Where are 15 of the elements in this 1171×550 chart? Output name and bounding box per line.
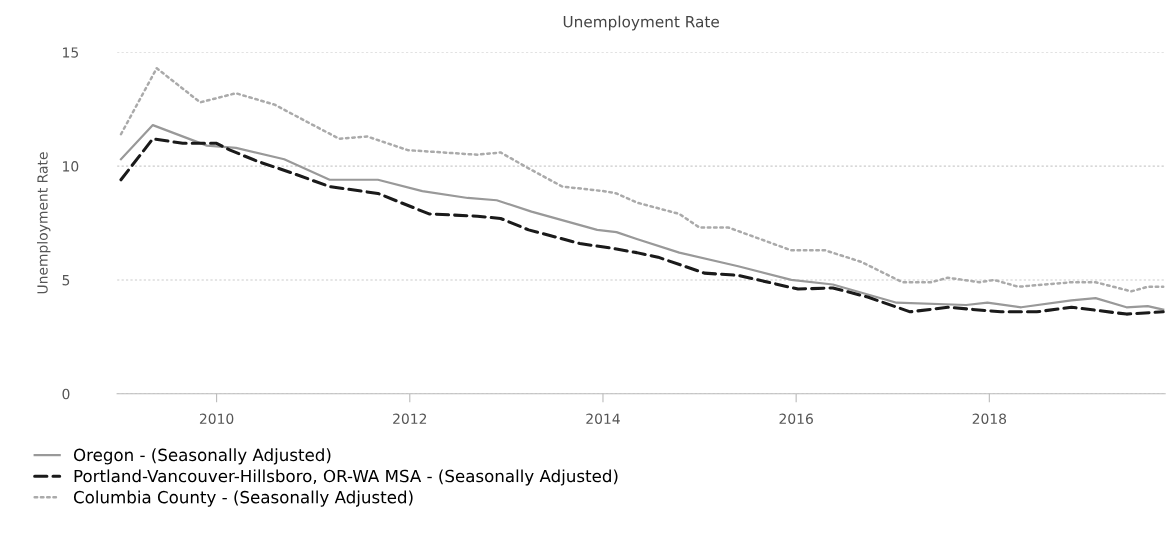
x-tick-label: 2018 <box>972 413 1007 424</box>
legend-label: Columbia County - (Seasonally Adjusted) <box>73 490 413 507</box>
legend-label: Portland-Vancouver-Hillsboro, OR-WA MSA - (Seasonally Adjusted) <box>74 469 618 486</box>
y-axis-title: Unemployment Rate <box>36 152 51 294</box>
y-tick-label: 5 <box>62 275 70 286</box>
legend-label: Oregon - (Seasonally Adjusted) <box>73 448 331 465</box>
x-tick-label: 2014 <box>586 413 620 424</box>
y-tick-label: 0 <box>62 388 70 400</box>
x-tick-label: 2012 <box>393 413 427 424</box>
x-tick-label: 2010 <box>199 413 234 424</box>
y-tick-label: 10 <box>63 161 79 172</box>
x-tick-label: 2016 <box>779 413 813 424</box>
chart-title: Unemployment Rate <box>563 15 719 31</box>
line-series <box>119 66 1165 293</box>
y-tick-label: 15 <box>63 47 78 58</box>
